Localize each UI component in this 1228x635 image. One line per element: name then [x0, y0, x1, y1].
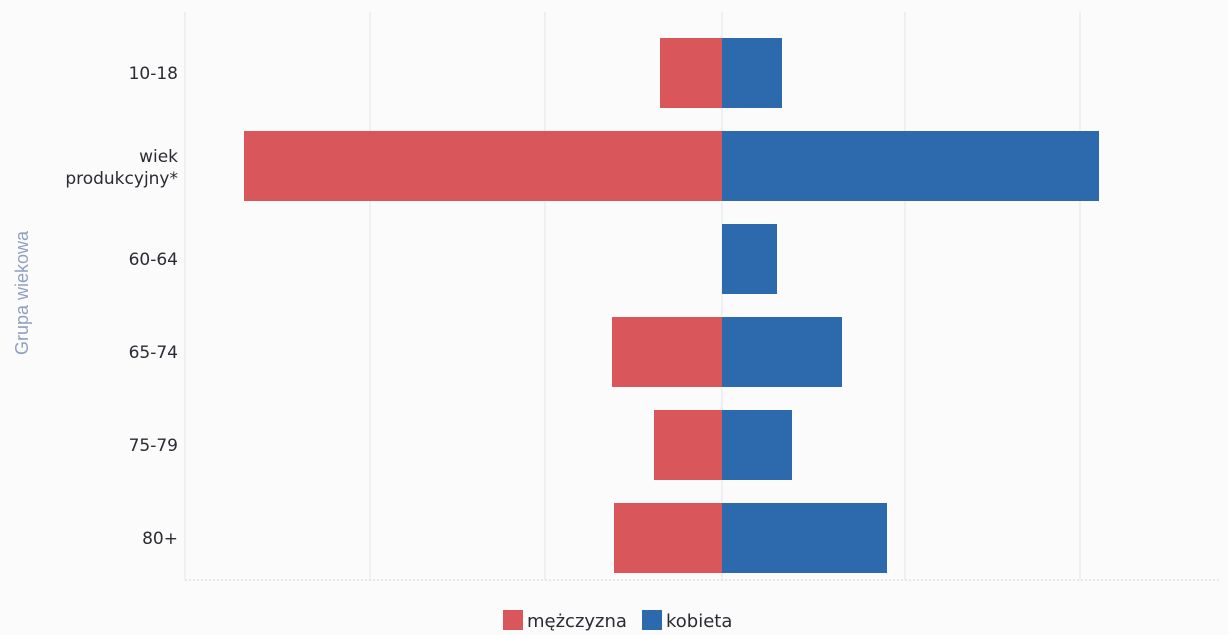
- y-tick-labels: 10-18 wiek produkcyjny* 60-64 65-74 75-79 80+: [65, 64, 178, 549]
- bars: [244, 38, 1099, 573]
- legend-swatch-kobieta: [642, 610, 662, 630]
- legend: mężczyzna kobieta: [503, 610, 732, 632]
- y-tick-label: 60-64: [129, 250, 178, 270]
- bar-mezczyzna: [614, 503, 722, 573]
- y-tick-label: wiek produkcyjny*: [65, 147, 178, 189]
- bar-mezczyzna: [244, 131, 722, 201]
- bar-kobieta: [722, 38, 782, 108]
- bar-kobieta: [722, 503, 887, 573]
- y-tick-label: 80+: [142, 529, 178, 549]
- y-tick-label: 75-79: [129, 436, 178, 456]
- bar-mezczyzna: [612, 317, 722, 387]
- legend-label-kobieta: kobieta: [666, 611, 732, 632]
- y-axis-title: Grupa wiekowa: [12, 230, 32, 355]
- bar-mezczyzna: [654, 410, 722, 480]
- bar-kobieta: [722, 317, 842, 387]
- bar-kobieta: [722, 224, 777, 294]
- bar-kobieta: [722, 410, 792, 480]
- legend-swatch-mezczyzna: [503, 610, 523, 630]
- bar-mezczyzna: [660, 38, 722, 108]
- y-tick-label: 10-18: [129, 64, 178, 84]
- legend-label-mezczyzna: mężczyzna: [527, 611, 627, 632]
- bar-kobieta: [722, 131, 1099, 201]
- y-tick-label: 65-74: [129, 343, 178, 363]
